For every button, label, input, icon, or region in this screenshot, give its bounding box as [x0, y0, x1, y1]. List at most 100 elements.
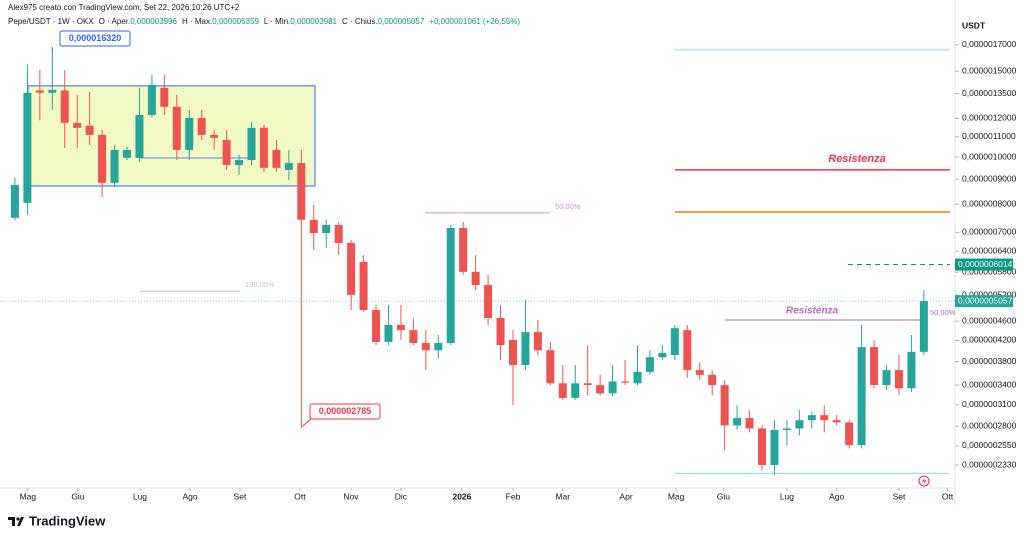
y-tick-label: 0,0000013500 — [962, 88, 1017, 98]
x-tick-label: Mag — [20, 491, 37, 501]
candle-body — [758, 428, 767, 466]
currency: USDT — [962, 20, 986, 30]
candle-body — [384, 324, 393, 342]
candle-body — [832, 420, 841, 423]
y-tick-label: 0,0000003100 — [962, 399, 1017, 409]
y-tick-label: 0,0000011000 — [962, 131, 1016, 141]
y-tick-label: 0,0000003400 — [962, 379, 1017, 389]
x-tick-label: Apr — [619, 491, 632, 501]
x-tick-label: Mar — [555, 491, 570, 501]
candle-body — [172, 106, 181, 150]
candle-body — [621, 381, 630, 383]
x-tick-label: Dic — [395, 491, 408, 501]
candle-body — [807, 415, 816, 421]
candle-body — [272, 149, 281, 168]
level-label: Resistenza — [786, 306, 839, 317]
candle-body — [683, 330, 692, 371]
candle-body — [496, 318, 505, 346]
candle-body — [870, 347, 879, 386]
candle-body — [583, 383, 592, 386]
ohlc-label: O · Aper. — [99, 17, 131, 26]
candle-body — [284, 163, 293, 170]
candle-body — [571, 383, 580, 398]
candle-body — [347, 242, 356, 295]
y-tick-label: 0,0000006400 — [962, 246, 1017, 256]
alert-icon — [918, 475, 930, 487]
x-tick-label: Set — [234, 491, 247, 501]
candle-body — [770, 429, 779, 466]
y-tick-label: 0,0000015000 — [962, 66, 1017, 76]
candle-body — [421, 342, 430, 351]
candle-body — [197, 117, 206, 135]
candle-body — [147, 84, 156, 115]
candle-body — [633, 371, 642, 384]
level-price-label: 0,0000006014 — [958, 259, 1013, 269]
x-tick-label: Ago — [182, 491, 197, 501]
candle-body — [10, 185, 19, 218]
price-box — [955, 295, 1013, 308]
candle-body — [720, 385, 729, 426]
candle-body — [533, 332, 542, 351]
candle-body — [322, 225, 331, 234]
candle-body — [446, 227, 455, 343]
ohlc-label: H · Max. — [182, 17, 212, 26]
candle-body — [894, 370, 903, 389]
y-tick-label: 0,0000002330 — [962, 459, 1017, 469]
x-tick-label: Ott — [942, 491, 954, 501]
candle-body — [708, 374, 717, 386]
ohlc-value: 0,000003996 — [130, 17, 177, 26]
candle-body — [259, 127, 268, 168]
candle-body — [85, 125, 94, 135]
logo-text: TradingView — [29, 513, 106, 528]
y-tick-label: 0,0000012000 — [962, 113, 1017, 123]
candle-body — [135, 114, 144, 158]
logo: TradingView — [8, 513, 106, 528]
candle-body — [484, 284, 493, 319]
candle-body — [396, 324, 405, 331]
level-label: 100,00% — [245, 280, 275, 289]
candle-body — [795, 420, 804, 429]
candle-body — [35, 90, 44, 93]
x-tick-label: Lug — [133, 491, 147, 501]
y-tick-label: 0,0000005800 — [962, 266, 1017, 276]
candle-body — [210, 134, 219, 138]
y-tick-label: 0,0000009000 — [962, 174, 1017, 184]
y-tick-label: 0,0000002800 — [962, 420, 1017, 430]
price-label: 0,0000005057 — [958, 295, 1013, 305]
candle-body — [521, 332, 530, 365]
candle-body — [372, 310, 381, 342]
candle-body — [882, 370, 891, 386]
y-tick-label: 0,0000004600 — [962, 315, 1017, 325]
x-tick-label: Ott — [294, 491, 306, 501]
candle-body — [123, 149, 132, 158]
y-tick-label: 0,0000003800 — [962, 356, 1017, 366]
candle-body — [471, 271, 480, 285]
candle-body — [409, 330, 418, 343]
candle-body — [459, 227, 468, 272]
candle-body — [546, 350, 555, 384]
level-label: Resistenza — [828, 153, 885, 165]
candle-body — [645, 357, 654, 372]
y-tick-label: 0,0000010000 — [962, 151, 1017, 161]
candle-body — [919, 301, 928, 352]
level-label: 50,00% — [930, 308, 956, 317]
candle-body — [60, 90, 69, 123]
level-label: 50,00% — [555, 202, 581, 211]
x-tick-label: Mag — [668, 491, 685, 501]
symbol: Pepe/USDT · 1W · OKX — [8, 17, 94, 26]
candle-body — [247, 127, 256, 161]
candle-body — [160, 87, 169, 107]
callout-text: 0,000016320 — [69, 33, 122, 43]
y-tick-label: 0,0000004200 — [962, 335, 1017, 345]
candle-body — [845, 422, 854, 446]
candle-body — [670, 328, 679, 356]
callout-text: 0,000002785 — [319, 406, 372, 416]
candle-body — [222, 139, 231, 165]
ohlc-value: 0,000003981 — [290, 17, 337, 26]
candle-body — [110, 149, 119, 183]
candle-body — [558, 383, 567, 398]
y-tick-label: 0,0000007000 — [962, 227, 1017, 237]
x-tick-label: Nov — [343, 491, 359, 501]
candle-body — [857, 347, 866, 446]
